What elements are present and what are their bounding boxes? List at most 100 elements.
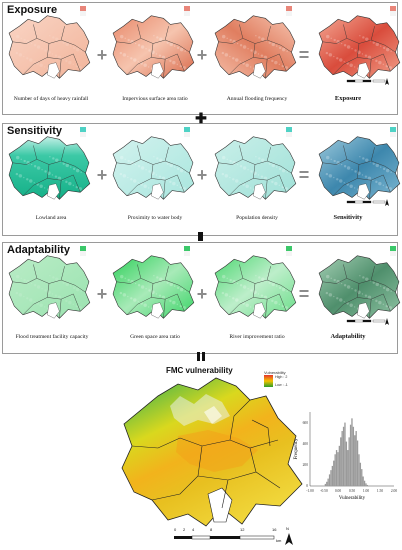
map-texture-dot xyxy=(51,174,54,176)
map-texture-dot xyxy=(169,42,173,47)
map-texture-dot xyxy=(359,275,361,277)
legend-swatch-low xyxy=(390,251,396,256)
map-texture-dot xyxy=(330,277,332,280)
map-texture-dot xyxy=(36,45,41,49)
legend-swatch-low xyxy=(80,11,86,16)
map-texture-dot xyxy=(179,185,183,189)
map-legend-swatch xyxy=(80,246,96,260)
histogram-bar xyxy=(352,426,355,486)
map-texture-dot xyxy=(229,159,232,163)
map-texture-dot xyxy=(33,284,37,287)
map-texture-dot xyxy=(52,36,55,39)
histogram-bar xyxy=(361,469,363,486)
map-texture-dot xyxy=(229,55,231,58)
map-texture-dot xyxy=(365,277,369,281)
map-texture-dot xyxy=(23,176,25,179)
exposure-title: Exposure xyxy=(7,4,61,16)
map-texture-dot xyxy=(260,54,264,57)
map-texture-dot xyxy=(174,45,176,47)
map-texture-dot xyxy=(55,37,59,41)
map-texture-dot xyxy=(385,287,390,292)
map-texture-dot xyxy=(354,49,357,52)
map-texture-dot xyxy=(258,157,261,160)
map-texture-dot xyxy=(124,277,126,280)
map-texture-dot xyxy=(343,44,347,47)
map-texture-dot xyxy=(325,142,327,145)
map-texture-dot xyxy=(286,290,288,293)
map-texture-dot xyxy=(362,36,365,39)
map-texture-dot xyxy=(250,170,253,173)
north-arrow-icon xyxy=(385,78,389,85)
map-texture-dot xyxy=(49,275,51,277)
map-texture-dot xyxy=(385,168,390,173)
map-texture-dot xyxy=(169,180,172,184)
map-texture-dot xyxy=(333,159,336,163)
map-texture-dot xyxy=(281,168,286,173)
map-texture-dot xyxy=(29,179,33,183)
map-texture-dot xyxy=(268,179,270,181)
caption-lowland: Lowland area xyxy=(35,215,67,221)
map-texture-dot xyxy=(156,276,159,279)
map-legend-swatch xyxy=(286,246,302,260)
exposure-map-result xyxy=(318,15,401,79)
map-texture-dot xyxy=(29,58,33,62)
map-texture-dot xyxy=(30,42,33,45)
map-texture-dot xyxy=(339,58,343,62)
map-texture-dot xyxy=(41,48,43,50)
map-texture-dot xyxy=(57,55,62,60)
map-texture-dot xyxy=(268,58,270,60)
exposure-map-3 xyxy=(214,15,297,79)
map-texture-dot xyxy=(221,261,223,264)
y-tick-label: 400 xyxy=(303,442,309,446)
map-legend-swatch xyxy=(80,6,96,20)
map-texture-dot xyxy=(372,281,375,284)
map-texture-dot xyxy=(247,48,249,50)
map-texture-dot xyxy=(33,44,37,47)
map-texture-dot xyxy=(278,167,282,171)
histogram-bar xyxy=(334,454,336,486)
map-texture-dot xyxy=(140,166,145,170)
map-texture-dot xyxy=(353,306,356,308)
legend-swatch-high xyxy=(286,6,292,11)
map-texture-dot xyxy=(239,165,243,168)
map-texture-dot xyxy=(239,301,241,303)
map-texture-dot xyxy=(161,295,166,300)
map-texture-dot xyxy=(55,277,59,281)
map-texture-dot xyxy=(255,35,257,37)
map-texture-dot xyxy=(119,142,121,145)
map-texture-dot xyxy=(127,295,129,298)
map-texture-dot xyxy=(351,288,353,290)
north-arrow-icon xyxy=(385,318,389,325)
map-texture-dot xyxy=(340,163,343,166)
map-texture-dot xyxy=(328,174,333,178)
map-texture-dot xyxy=(271,59,274,63)
map-texture-dot xyxy=(378,60,382,65)
scale-segment xyxy=(372,79,386,83)
map-texture-dot xyxy=(80,50,82,53)
map-texture-dot xyxy=(179,47,184,52)
map-texture-dot xyxy=(145,169,147,171)
map-texture-dot xyxy=(281,287,286,292)
adaptability-scale-bar xyxy=(346,318,389,325)
legend-swatch-high xyxy=(286,127,292,132)
map-texture-dot xyxy=(57,176,62,181)
map-texture-dot xyxy=(268,41,271,44)
map-texture-dot xyxy=(326,155,330,160)
map-texture-dot xyxy=(36,62,39,65)
equals-operator: = xyxy=(298,45,310,65)
legend-swatch-low xyxy=(80,132,86,137)
map-texture-dot xyxy=(44,170,47,173)
map-texture-dot xyxy=(375,299,378,303)
map-texture-dot xyxy=(43,306,46,308)
map-texture-dot xyxy=(235,298,239,302)
map-legend-swatch xyxy=(390,6,402,20)
map-texture-dot xyxy=(226,158,228,161)
map-texture-dot xyxy=(127,176,129,179)
map-texture-dot xyxy=(359,35,361,37)
map-texture-dot xyxy=(15,142,17,145)
map-texture-dot xyxy=(340,282,343,285)
map-texture-dot xyxy=(261,37,265,41)
map-texture-dot xyxy=(120,155,124,160)
equals-operator: = xyxy=(298,165,310,185)
map-texture-dot xyxy=(172,181,176,186)
